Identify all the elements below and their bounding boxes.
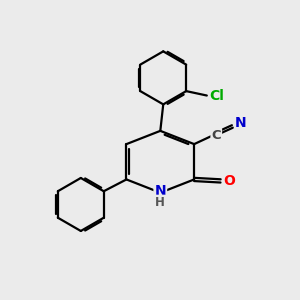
Text: H: H <box>155 196 165 208</box>
Text: C: C <box>212 129 221 142</box>
Text: N: N <box>154 184 166 198</box>
Text: O: O <box>223 174 235 188</box>
Text: N: N <box>235 116 247 130</box>
Text: Cl: Cl <box>210 88 225 103</box>
